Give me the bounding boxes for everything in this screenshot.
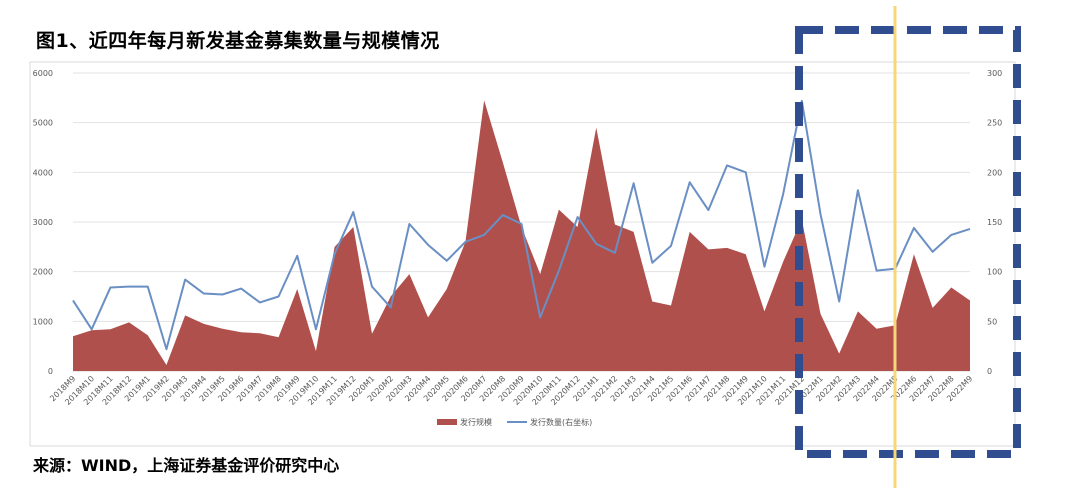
left-axis-tick-label: 1000	[33, 317, 53, 326]
chart-title: 图1、近四年每月新发基金募集数量与规模情况	[36, 30, 440, 52]
count-line	[72, 99, 971, 351]
right-axis-tick-label: 0	[987, 367, 992, 376]
left-axis-tick-label: 0	[48, 367, 53, 376]
left-axis-tick-label: 5000	[33, 119, 53, 128]
legend-label-line: 发行数量(右坐标)	[530, 417, 592, 427]
left-axis-tick-label: 6000	[33, 69, 53, 78]
right-axis-ticks: 0 50 100 150 200 250 300	[987, 69, 1002, 376]
legend: 发行规模 发行数量(右坐标)	[437, 417, 592, 427]
right-axis-tick-label: 250	[987, 119, 1002, 128]
left-axis-tick-label: 2000	[33, 268, 53, 277]
right-axis-tick-label: 50	[987, 317, 997, 326]
legend-swatch-area	[437, 419, 457, 425]
right-axis-tick-label: 200	[987, 168, 1002, 177]
scale-area-series	[73, 100, 970, 371]
left-axis-tick-label: 3000	[33, 218, 53, 227]
left-axis-ticks: 0 1000 2000 3000 4000 5000 6000	[33, 69, 53, 376]
right-axis-tick-label: 150	[987, 218, 1002, 227]
source-note: 来源：WIND，上海证券基金评价研究中心	[33, 456, 340, 475]
legend-label-area: 发行规模	[460, 417, 492, 427]
left-axis-tick-label: 4000	[33, 168, 53, 177]
count-line-series	[72, 99, 971, 351]
right-axis-tick-label: 300	[987, 69, 1002, 78]
right-axis-tick-label: 100	[987, 268, 1002, 277]
scale-area	[73, 100, 970, 371]
highlight-box	[795, 26, 1021, 458]
annotation-overlay	[795, 6, 1021, 488]
